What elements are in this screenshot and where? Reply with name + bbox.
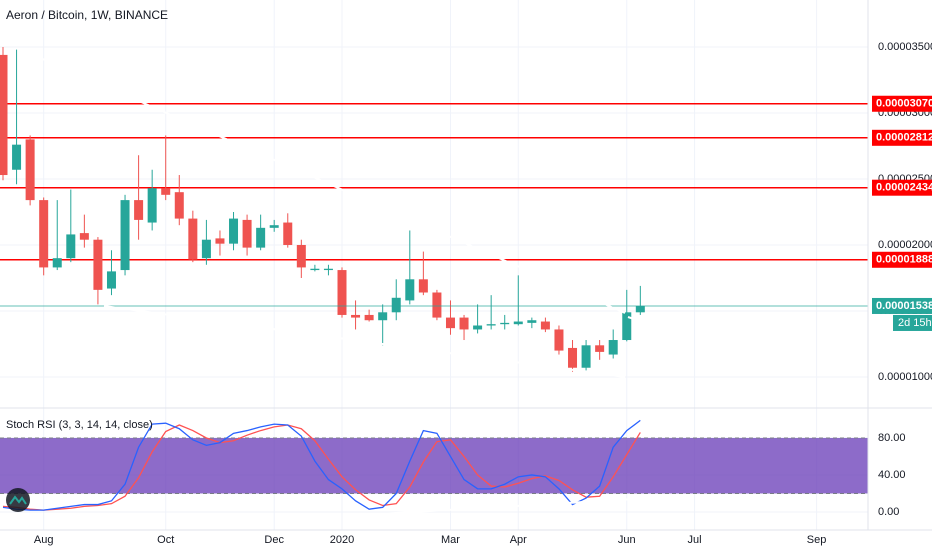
- candle-body: [147, 188, 157, 223]
- stoch-tick-label: 0.00: [878, 506, 899, 518]
- candle-body: [635, 305, 645, 313]
- candle-body: [120, 200, 130, 271]
- candle-body: [473, 325, 483, 330]
- candle-body: [568, 347, 578, 368]
- candle-body: [256, 227, 266, 248]
- trend-line-tick: [627, 316, 641, 322]
- stoch-k-line: [2, 419, 641, 511]
- last-price-label: 0.00001538: [876, 300, 932, 312]
- candle-body: [215, 238, 225, 244]
- chart-title: Aeron / Bitcoin, 1W, BINANCE: [6, 8, 168, 22]
- candle-body: [378, 312, 388, 321]
- candle-body: [581, 345, 591, 368]
- trend-line-lower: [103, 305, 626, 378]
- candle-body: [0, 54, 8, 176]
- level-label-box: [872, 251, 932, 268]
- candle-body: [161, 188, 171, 195]
- candle-body: [52, 258, 62, 268]
- candle-body: [229, 218, 239, 244]
- level-label-box: [872, 179, 932, 196]
- trend-line-upper: [21, 49, 626, 314]
- candle-body: [622, 312, 632, 341]
- level-label: 0.00002812: [876, 132, 932, 144]
- candle-body: [391, 297, 401, 313]
- level-label: 0.00002434: [876, 182, 932, 194]
- candle-body: [500, 322, 510, 325]
- candle-body: [513, 321, 523, 325]
- candle-body: [554, 329, 564, 351]
- candle-body: [540, 321, 550, 330]
- candle-body: [351, 314, 361, 318]
- x-tick-label: 2020: [330, 534, 354, 546]
- candle-body: [337, 270, 347, 315]
- candle-body: [93, 239, 103, 290]
- candle-body: [106, 271, 116, 289]
- stoch-title: Stoch RSI (3, 3, 14, 14, close): [6, 419, 153, 431]
- candle-body: [418, 279, 428, 293]
- candle-body: [66, 234, 76, 259]
- candle-body: [310, 268, 320, 271]
- x-tick-label: Mar: [441, 534, 460, 546]
- candle-body: [79, 233, 89, 240]
- level-label-box: [872, 95, 932, 112]
- candle-body: [459, 317, 469, 330]
- labels: Aug Oct Dec 2020 Mar Apr Jun Jul Sep 0.00003500 0.…: [34, 41, 932, 546]
- candle-body: [323, 268, 333, 271]
- countdown-label: 2d 15h: [898, 317, 932, 329]
- candle-body: [25, 139, 35, 201]
- y-tick-label: 0.00002000: [878, 239, 932, 251]
- candle-body: [445, 317, 455, 329]
- level-label: 0.00001888: [876, 254, 932, 266]
- candle-body: [296, 244, 306, 268]
- candle-body: [432, 292, 442, 318]
- candle-body: [269, 225, 279, 228]
- last-price-box: [872, 297, 932, 314]
- stoch-tick-label: 80.00: [878, 432, 906, 444]
- x-tick-label: Aug: [34, 534, 54, 546]
- candle-body: [12, 144, 22, 170]
- candle-body: [39, 200, 49, 268]
- candle-body: [595, 345, 605, 352]
- x-tick-label: Oct: [157, 534, 174, 546]
- x-tick-label: Dec: [264, 534, 284, 546]
- candle-body: [283, 222, 293, 245]
- y-tick-label: 0.00003500: [878, 41, 932, 53]
- stoch-tick-label: 40.00: [878, 469, 906, 481]
- x-tick-label: Jun: [618, 534, 636, 546]
- stoch-d-line: [2, 424, 641, 511]
- candle-body: [608, 340, 618, 355]
- candle-body: [174, 192, 184, 219]
- candle-body: [201, 239, 211, 259]
- x-tick-label: Sep: [807, 534, 827, 546]
- countdown-box: [893, 314, 932, 331]
- level-label-box: [872, 129, 932, 146]
- logo-icon: [9, 495, 27, 505]
- candle-body: [527, 320, 537, 323]
- candle-body: [242, 219, 252, 248]
- candle-body: [188, 218, 198, 260]
- candle-body: [486, 324, 496, 326]
- x-tick-label: Apr: [510, 534, 527, 546]
- logo: [6, 488, 30, 512]
- level-label: 0.00003070: [876, 98, 932, 110]
- candle-body: [405, 279, 415, 301]
- candle-body: [364, 314, 374, 321]
- marks: [0, 46, 868, 511]
- stoch-trend-line: [344, 497, 653, 517]
- x-tick-label: Jul: [688, 534, 702, 546]
- y-tick-label: 0.00001000: [878, 371, 932, 383]
- candle-body: [134, 200, 144, 220]
